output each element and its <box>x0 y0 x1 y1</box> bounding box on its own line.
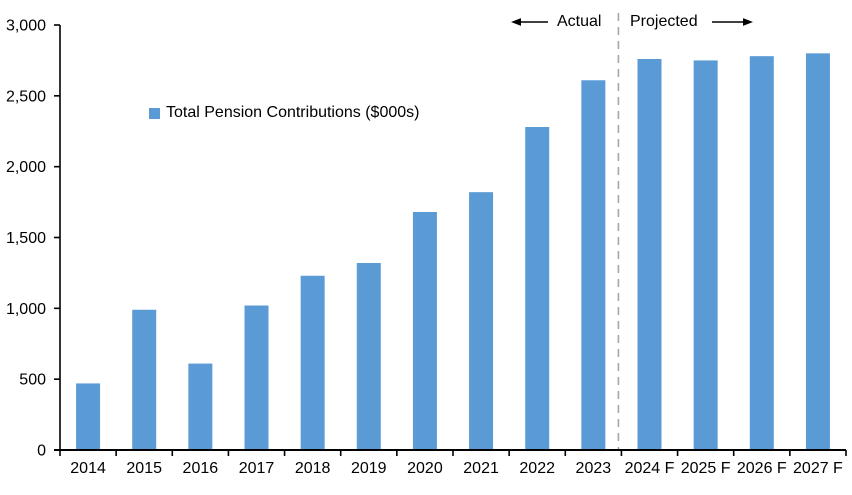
actual-label: Actual <box>557 13 602 30</box>
bar-2015 <box>132 309 157 450</box>
bar-2024F <box>637 59 662 450</box>
y-tick-label: 2,500 <box>6 88 46 105</box>
y-tick-label: 1,500 <box>6 230 46 247</box>
x-tick-label: 2016 <box>183 460 219 477</box>
arrow-right-icon <box>711 18 753 26</box>
x-tick-label: 2017 <box>239 460 275 477</box>
projected-annotation: Projected <box>630 13 753 31</box>
bar-2021 <box>469 192 494 450</box>
x-tick-label: 2024 F <box>625 460 675 477</box>
bar-2019 <box>356 263 381 450</box>
x-tick-label: 2014 <box>70 460 106 477</box>
projected-label: Projected <box>630 13 698 30</box>
legend: Total Pension Contributions ($000s) <box>149 104 419 122</box>
legend-label: Total Pension Contributions ($000s) <box>166 104 420 121</box>
x-tick-label: 2018 <box>295 460 331 477</box>
bar-2027F <box>805 53 830 450</box>
bar-2026F <box>749 56 774 451</box>
x-tick-label: 2020 <box>407 460 443 477</box>
x-tick-label: 2021 <box>463 460 499 477</box>
y-tick-label: 2,000 <box>6 159 46 176</box>
bar-2014 <box>76 383 101 450</box>
bar-2016 <box>188 363 213 450</box>
x-tick-label: 2026 F <box>737 460 787 477</box>
y-tick-label: 500 <box>19 372 46 389</box>
y-tick-label: 1,000 <box>6 301 46 318</box>
y-tick-label: 0 <box>37 443 46 460</box>
bar-2017 <box>244 305 269 450</box>
x-tick-label: 2022 <box>519 460 555 477</box>
x-tick-label: 2027 F <box>793 460 843 477</box>
x-tick-label: 2015 <box>126 460 162 477</box>
bar-2018 <box>300 275 325 450</box>
arrow-left-icon <box>511 18 548 26</box>
x-tick-label: 2025 F <box>681 460 731 477</box>
bar-2022 <box>525 127 550 450</box>
legend-swatch-icon <box>149 107 160 119</box>
actual-annotation: Actual <box>511 13 601 31</box>
y-tick-label: 3,000 <box>6 18 46 35</box>
bar-2023 <box>581 80 606 450</box>
x-tick-label: 2019 <box>351 460 387 477</box>
x-tick-label: 2023 <box>576 460 612 477</box>
bar-2025F <box>693 60 718 451</box>
bar-2020 <box>412 212 437 450</box>
